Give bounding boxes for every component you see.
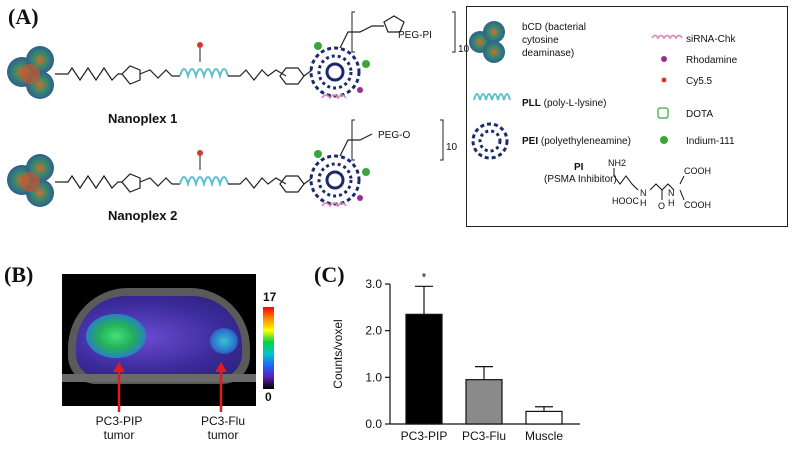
legend-pei-name: (polyethyleneamine): [538, 136, 631, 147]
indium-dot: [362, 168, 370, 176]
legend-bcd-line1: bCD (bacterial: [522, 22, 586, 33]
chem-n1: N: [640, 188, 647, 198]
legend-pei: PEI (polyethyleneamine): [522, 136, 631, 147]
y-tick-label: 2.0: [365, 324, 382, 338]
nanoplex2-structure: [7, 119, 444, 208]
legend-dota: DOTA: [686, 109, 713, 120]
legend-bcd-line3: deaminase): [522, 48, 574, 59]
pll-legend-icon: [473, 93, 511, 101]
colorbar: [263, 307, 274, 389]
colorbar-max: 17: [263, 290, 277, 304]
y-axis-title: Counts/voxel: [331, 319, 345, 388]
chem-cooh-top: COOH: [684, 166, 711, 176]
indium-legend-icon: [660, 136, 668, 144]
peg-pi-label: PEG-PI: [398, 30, 432, 41]
nanoplex2-label: Nanoplex 2: [108, 208, 178, 223]
chem-hooc: HOOC: [612, 196, 640, 206]
bcd-protein-icon: [7, 154, 54, 207]
pc3-pip-tumor-label: PC3-PIP tumor: [84, 414, 154, 442]
nanoplex1-label: Nanoplex 1: [108, 111, 178, 126]
indium-dot: [314, 42, 322, 50]
pc3-flu-line1: PC3-Flu: [200, 414, 245, 428]
pc3-flu-line2: tumor: [207, 428, 239, 442]
legend-pll: PLL (poly-L-lysine): [522, 98, 606, 109]
sirna-icon: [321, 94, 347, 100]
pll-coil-icon: [179, 150, 229, 188]
psma-inhibitor-structure: [613, 168, 685, 201]
cy55-dot: [197, 42, 203, 48]
y-tick-label: 3.0: [365, 277, 382, 291]
pc3-pip-line1: PC3-PIP: [95, 414, 143, 428]
indium-dot: [314, 150, 322, 158]
legend-pll-abbr: PLL: [522, 98, 541, 109]
counts-bar-chart: 0.0 1.0 2.0 3.0 Counts/voxel PC3-PIP * PC3-Flu M…: [331, 270, 580, 443]
chem-h2: H: [668, 198, 675, 208]
legend-pi-abbr: PI: [574, 162, 584, 173]
x-tick-label: PC3-Flu: [462, 429, 506, 443]
legend-pi-name: (PSMA Inhibitor): [544, 174, 617, 185]
legend-pei-abbr: PEI: [522, 136, 538, 147]
pll-coil-icon: [179, 42, 229, 80]
nanoplex1-structure: [7, 11, 456, 100]
y-tick-label: 0.0: [365, 417, 382, 431]
chem-nh2: NH2: [608, 158, 626, 168]
rhodamine-legend-icon: [661, 56, 667, 62]
bar-muscle: [525, 410, 563, 425]
chem-o: O: [658, 201, 665, 211]
x-tick-label: PC3-PIP: [401, 429, 448, 443]
bar-pc3-flu: [465, 379, 503, 425]
legend-sirna: siRNA-Chk: [686, 34, 736, 45]
peg-pi-subscript: 10: [458, 44, 470, 55]
bcd-protein-icon: [7, 46, 54, 99]
pc3-pip-tumor-signal: [86, 314, 146, 358]
legend-pll-name: (poly-L-lysine): [541, 98, 607, 109]
panel-a-label: (A): [8, 4, 39, 29]
table-bed: [62, 374, 256, 382]
pc3-pip-line2: tumor: [103, 428, 135, 442]
cy55-legend-icon: [661, 77, 667, 83]
colorbar-min: 0: [265, 390, 272, 404]
legend-icons: NH2 COOH HOOC N N H H O COOH bCD (bacter…: [469, 21, 738, 211]
chem-n2: N: [668, 188, 675, 198]
panel-b-label: (B): [4, 262, 34, 287]
legend-cy55: Cy5.5: [686, 76, 713, 87]
y-tick-label: 1.0: [365, 370, 382, 384]
peg-o-subscript: 10: [446, 142, 458, 153]
panel-a-schematic: [7, 11, 456, 208]
legend-box: [466, 6, 788, 227]
sirna-icon: [321, 202, 347, 208]
dota-legend-icon: [657, 107, 669, 119]
cy55-dot: [197, 150, 203, 156]
sirna-legend-icon: [651, 34, 683, 40]
pei-legend-icon: [471, 122, 509, 160]
indium-dot: [362, 60, 370, 68]
legend-rhodamine: Rhodamine: [686, 55, 738, 66]
peg-o-label: PEG-O: [378, 130, 411, 141]
spect-image: [62, 274, 256, 406]
bar-pc3-pip: [405, 313, 443, 425]
chem-cooh-bottom: COOH: [684, 200, 711, 210]
pc3-flu-tumor-signal: [210, 328, 238, 354]
rhodamine-dot: [357, 195, 363, 201]
significance-star: *: [422, 270, 427, 284]
panel-c-label: (C): [314, 262, 345, 287]
bcd-legend-icon: [469, 21, 505, 63]
legend-bcd-line2: cytosine: [522, 35, 559, 46]
rhodamine-dot: [357, 87, 363, 93]
legend-indium: Indium-111: [686, 136, 735, 147]
pc3-flu-tumor-label: PC3-Flu tumor: [188, 414, 258, 442]
x-tick-label: Muscle: [525, 429, 563, 443]
chem-h1: H: [640, 198, 647, 208]
